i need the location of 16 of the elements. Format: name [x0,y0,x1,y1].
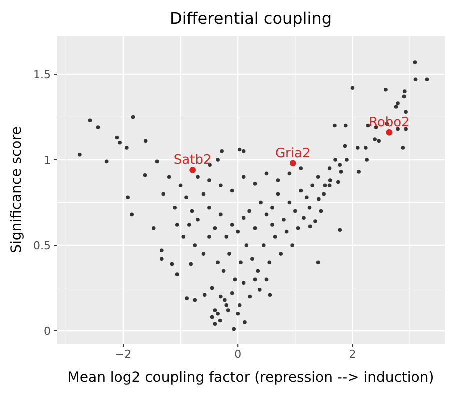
chart-title: Differential coupling [170,9,332,28]
y-axis-title: Significance score [9,126,25,254]
point [386,129,393,136]
series-label: Gria2 [275,146,311,162]
x-tick-label: 0 [234,348,242,361]
x-tick-label: 2 [349,348,356,361]
point [190,167,196,174]
x-axis-title: Mean log2 coupling factor (repression --> induction) [68,370,434,386]
series-label: Robo2 [368,116,410,131]
y-tick-label: 1.5 [34,68,51,82]
x-tick-label: −2 [115,348,132,361]
series-label: Satb2 [174,153,212,168]
y-tick-label: 0.5 [34,239,51,252]
point [290,160,296,167]
y-tick-label: 0 [44,324,51,338]
y-tick-label: 1 [44,154,51,167]
